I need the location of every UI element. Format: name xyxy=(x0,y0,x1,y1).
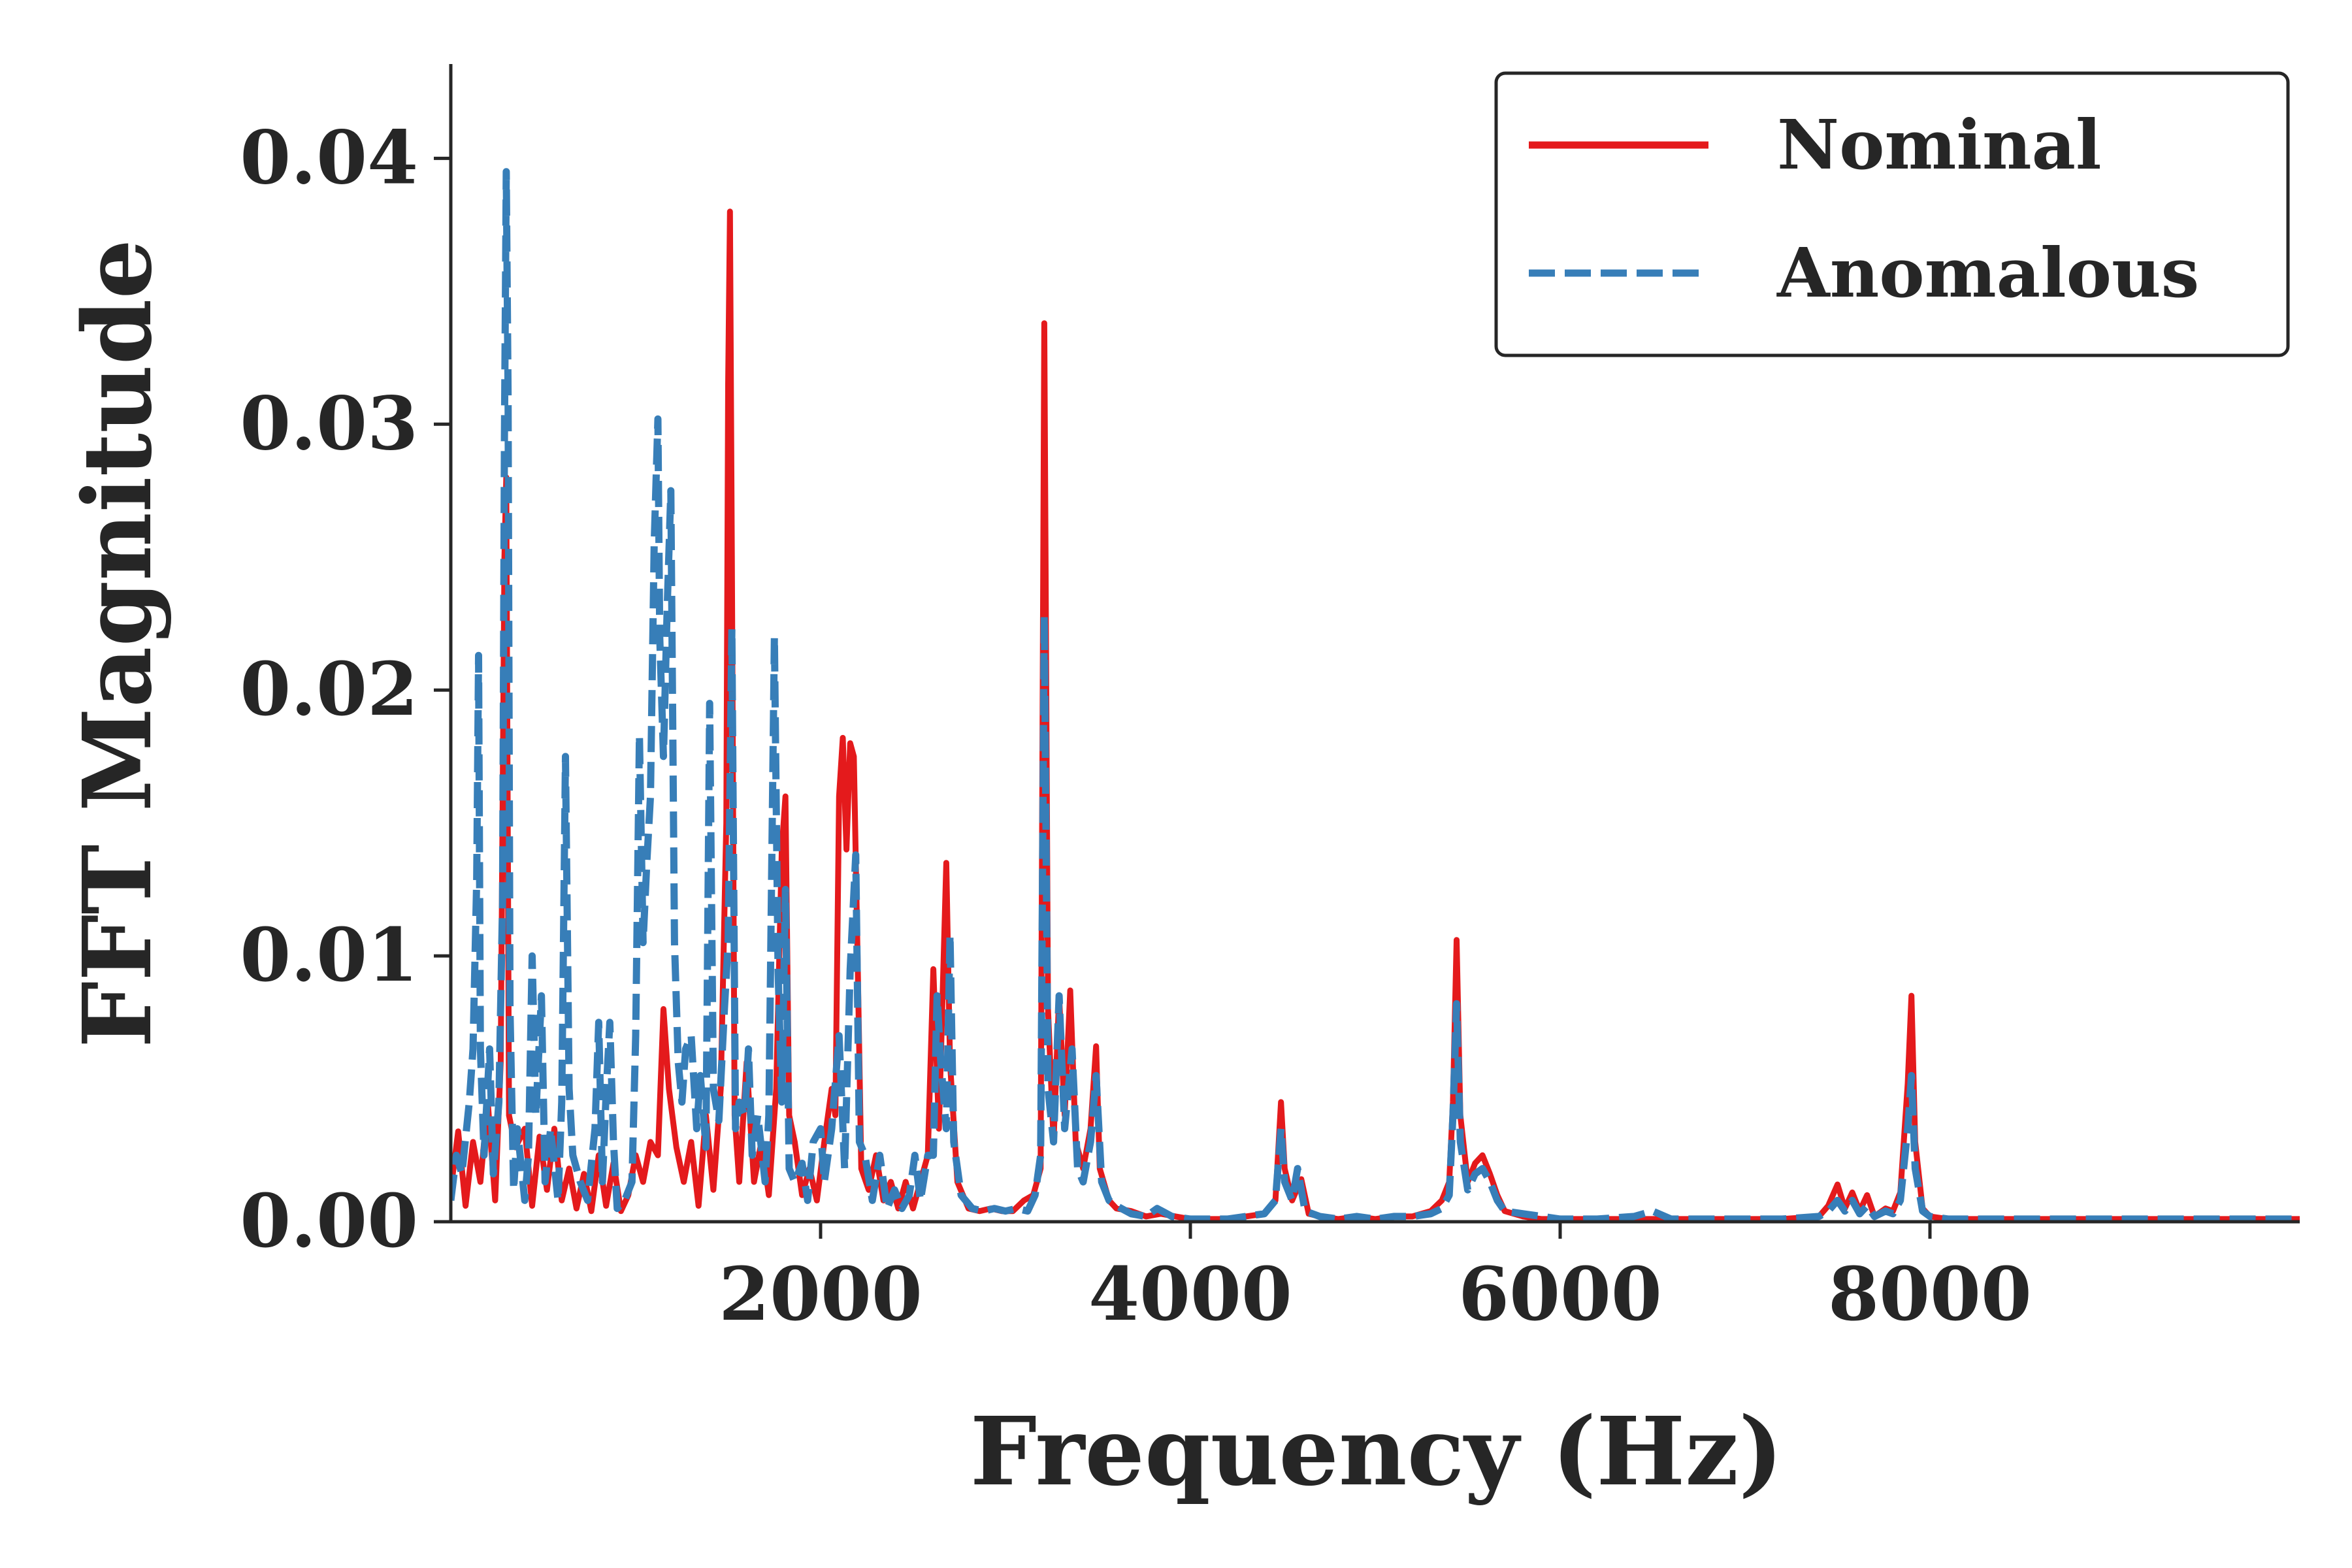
legend-nominal-label: Nominal xyxy=(1777,105,2102,185)
y-tick-label: 0.00 xyxy=(240,1179,418,1264)
axes-layer xyxy=(449,64,2300,1224)
series-layer xyxy=(451,168,2300,1223)
ticks-layer: 2000 4000 6000 8000 0.00 0.01 0.02 0.03 0.04 xyxy=(240,115,2032,1337)
y-tick-label: 0.01 xyxy=(240,913,418,998)
series-line-anomalous xyxy=(451,168,2300,1223)
x-tick-label: 2000 xyxy=(719,1252,923,1337)
x-tick-label: 4000 xyxy=(1088,1252,1292,1337)
y-tick-label: 0.02 xyxy=(240,647,418,732)
legend-anomalous-label: Anomalous xyxy=(1776,233,2199,313)
y-axis-title: FFT Magnitude xyxy=(62,239,172,1048)
y-tick-label: 0.03 xyxy=(240,381,418,466)
x-axis-title: Frequency (Hz) xyxy=(970,1396,1783,1507)
legend: Nominal Anomalous xyxy=(1494,71,2290,357)
x-tick-label: 6000 xyxy=(1458,1252,1662,1337)
y-tick-label: 0.04 xyxy=(240,115,418,201)
x-tick-label: 8000 xyxy=(1828,1252,2032,1337)
